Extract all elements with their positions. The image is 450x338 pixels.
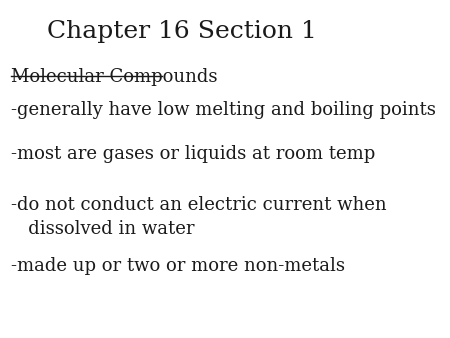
Text: -most are gases or liquids at room temp: -most are gases or liquids at room temp xyxy=(11,145,375,163)
Text: -made up or two or more non-metals: -made up or two or more non-metals xyxy=(11,257,345,275)
Text: -do not conduct an electric current when
   dissolved in water: -do not conduct an electric current when… xyxy=(11,196,387,238)
Text: Chapter 16 Section 1: Chapter 16 Section 1 xyxy=(47,20,317,43)
Text: -generally have low melting and boiling points: -generally have low melting and boiling … xyxy=(11,101,436,119)
Text: Molecular Compounds: Molecular Compounds xyxy=(11,68,217,86)
